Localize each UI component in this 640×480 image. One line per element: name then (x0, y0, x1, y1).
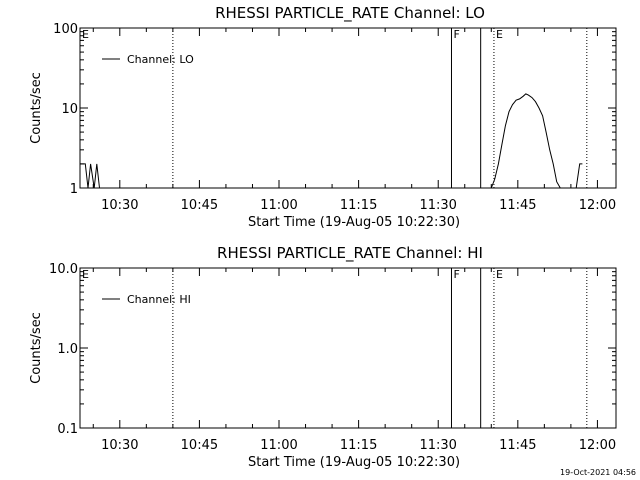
annotation-label: E (82, 268, 89, 281)
y-axis-label: Counts/sec (29, 72, 44, 144)
panel-lo: RHESSI PARTICLE_RATE Channel: LO 10:30 10:… (29, 4, 617, 230)
y-tick-label: 0.1 (57, 422, 78, 437)
chart-title: RHESSI PARTICLE_RATE Channel: LO (215, 4, 485, 23)
y-tick-label: 10.0 (49, 262, 78, 277)
y-axis-label: Counts/sec (29, 312, 44, 384)
x-axis-label: Start Time (19-Aug-05 10:22:30) (248, 455, 460, 470)
footer-timestamp: 19-Oct-2021 04:56 (560, 468, 636, 477)
x-tick-label: 10:30 (101, 438, 138, 453)
x-tick-label: 11:15 (340, 438, 377, 453)
x-tick-label: 10:30 (101, 198, 138, 213)
y-tick-label: 100 (53, 22, 78, 37)
chart-title: RHESSI PARTICLE_RATE Channel: HI (217, 244, 483, 263)
y-tick-label: 1.0 (57, 342, 78, 357)
legend-label: Channel: HI (127, 293, 191, 306)
annotation-label: E (82, 28, 89, 41)
annotation-label: F (453, 28, 459, 41)
y-tick-label: 1 (70, 182, 78, 197)
x-tick-label: 11:00 (260, 438, 297, 453)
x-tick-label: 10:45 (181, 438, 218, 453)
x-tick-label: 10:45 (181, 198, 218, 213)
y-tick-label: 10 (61, 102, 78, 117)
x-axis-label: Start Time (19-Aug-05 10:22:30) (248, 215, 460, 230)
plot-frame (79, 267, 617, 429)
legend-label: Channel: LO (127, 53, 194, 66)
x-tick-label: 11:15 (340, 198, 377, 213)
x-tick-label: 11:30 (419, 438, 456, 453)
x-tick-label: 12:00 (579, 438, 616, 453)
panel-hi: RHESSI PARTICLE_RATE Channel: HI 10:30 10:… (29, 244, 617, 470)
x-tick-label: 11:45 (499, 198, 536, 213)
x-tick-label: 12:00 (579, 198, 616, 213)
annotation-label: E (496, 28, 503, 41)
annotation-label: E (496, 268, 503, 281)
x-tick-label: 11:45 (499, 438, 536, 453)
x-tick-label: 11:30 (419, 198, 456, 213)
annotation-label: F (453, 268, 459, 281)
series-line (80, 93, 583, 189)
plot-frame (79, 27, 617, 189)
x-tick-label: 11:00 (260, 198, 297, 213)
